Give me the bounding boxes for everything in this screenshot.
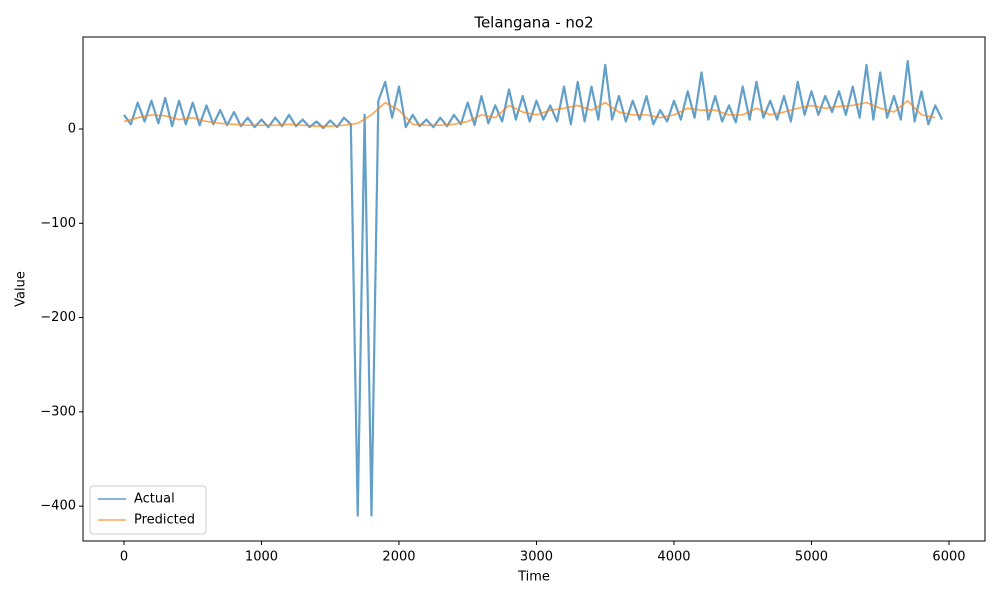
legend-label: Predicted [134, 513, 195, 528]
y-tick-label: −200 [40, 310, 76, 325]
x-tick-label: 1000 [245, 550, 278, 565]
x-axis-label: Time [517, 570, 550, 585]
y-tick-label: 0 [68, 122, 76, 137]
x-tick-label: 6000 [932, 550, 965, 565]
y-tick-label: −100 [40, 216, 76, 231]
x-tick-label: 0 [120, 550, 128, 565]
y-tick-label: −400 [40, 499, 76, 514]
x-tick-label: 5000 [795, 550, 828, 565]
x-tick-label: 3000 [520, 550, 553, 565]
x-tick-label: 4000 [657, 550, 690, 565]
y-axis-label: Value [14, 271, 29, 307]
plot-frame [82, 36, 986, 542]
series-line [123, 60, 944, 517]
x-tick-label: 2000 [382, 550, 415, 565]
legend-label: Actual [134, 492, 175, 507]
y-tick-label: −300 [40, 404, 76, 419]
series-line [123, 99, 936, 127]
chart-title: Telangana - no2 [473, 14, 593, 32]
legend-box [89, 485, 207, 535]
